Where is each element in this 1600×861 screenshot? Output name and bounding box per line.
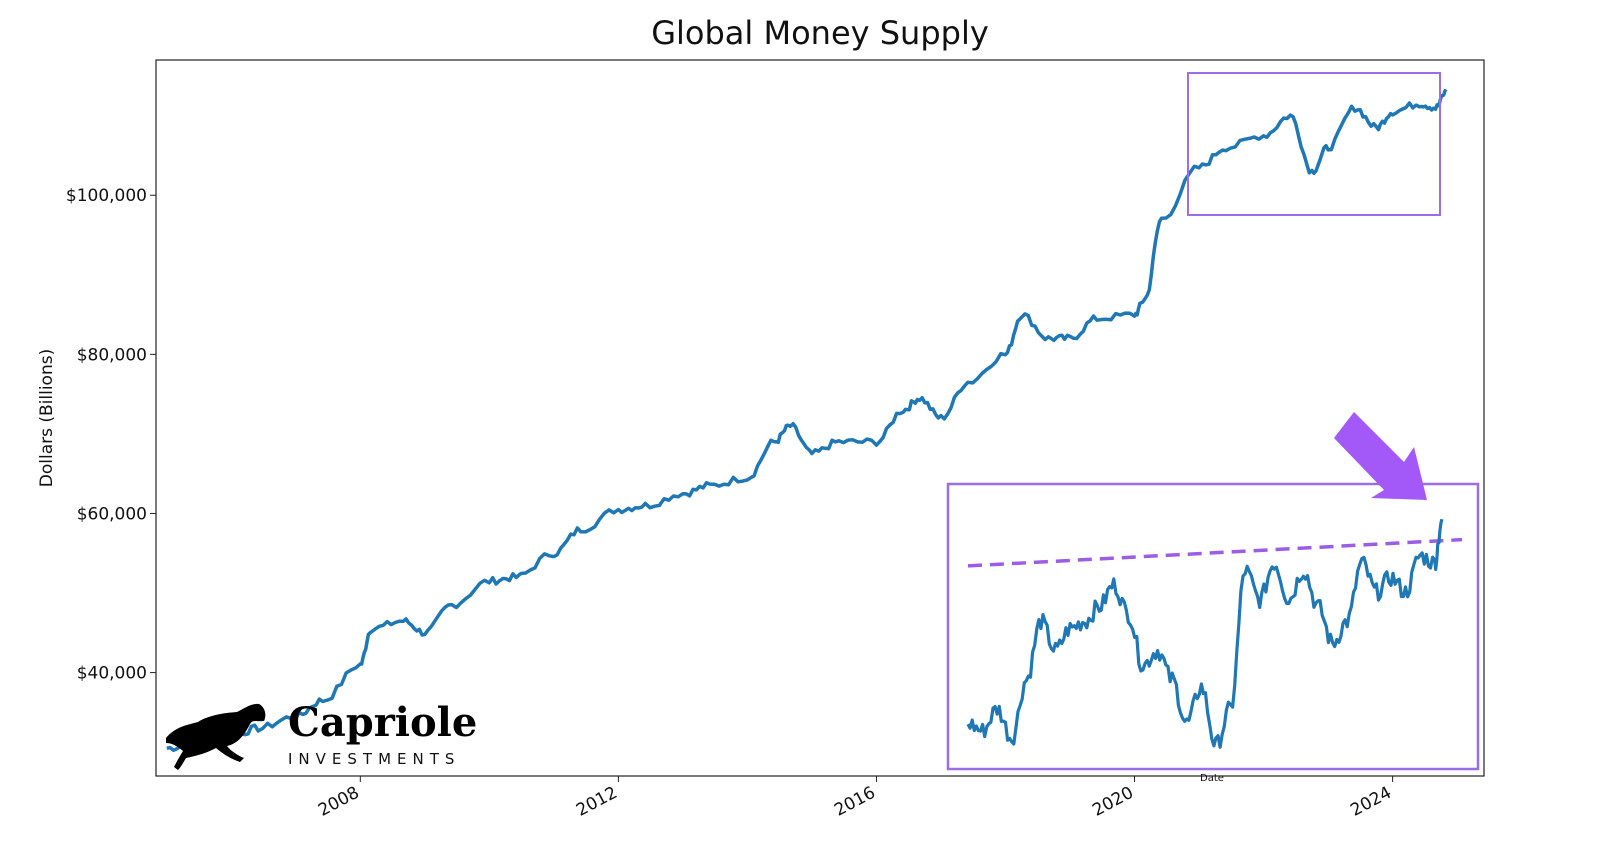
x-tick-label: 2024	[1347, 783, 1395, 821]
brand-name: Capriole	[288, 699, 477, 746]
arrow-icon	[1334, 412, 1427, 500]
x-tick-label: 2008	[315, 783, 363, 821]
trend-line	[967, 537, 1463, 568]
inset-chart: Date	[946, 482, 1480, 784]
chart-title: Global Money Supply	[651, 14, 989, 52]
y-tick-label: $80,000	[77, 345, 147, 365]
y-axis-label: Dollars (Billions)	[37, 349, 57, 487]
highlight-box	[1187, 72, 1441, 216]
y-tick-label: $40,000	[77, 664, 147, 684]
horse-icon	[166, 703, 266, 770]
x-tick-label: 2020	[1089, 783, 1137, 821]
capriole-logo: Capriole INVESTMENTS	[166, 699, 477, 770]
x-axis-label: Date	[1200, 773, 1224, 784]
inset-series-line	[966, 518, 1444, 749]
inset-box	[946, 482, 1480, 771]
series-line	[166, 88, 1448, 753]
x-tick-label: 2016	[831, 783, 879, 821]
y-axis: $40,000 $60,000 $80,000 $100,000	[66, 186, 156, 684]
series-layer	[166, 88, 1448, 753]
x-tick-label: 2012	[573, 783, 621, 821]
y-tick-label: $100,000	[66, 186, 147, 206]
brand-tagline: INVESTMENTS	[288, 750, 460, 768]
plot-area	[155, 59, 1485, 777]
y-tick-label: $60,000	[77, 504, 147, 524]
x-axis: 2008 2012 2016 2020 2024	[315, 776, 1395, 821]
